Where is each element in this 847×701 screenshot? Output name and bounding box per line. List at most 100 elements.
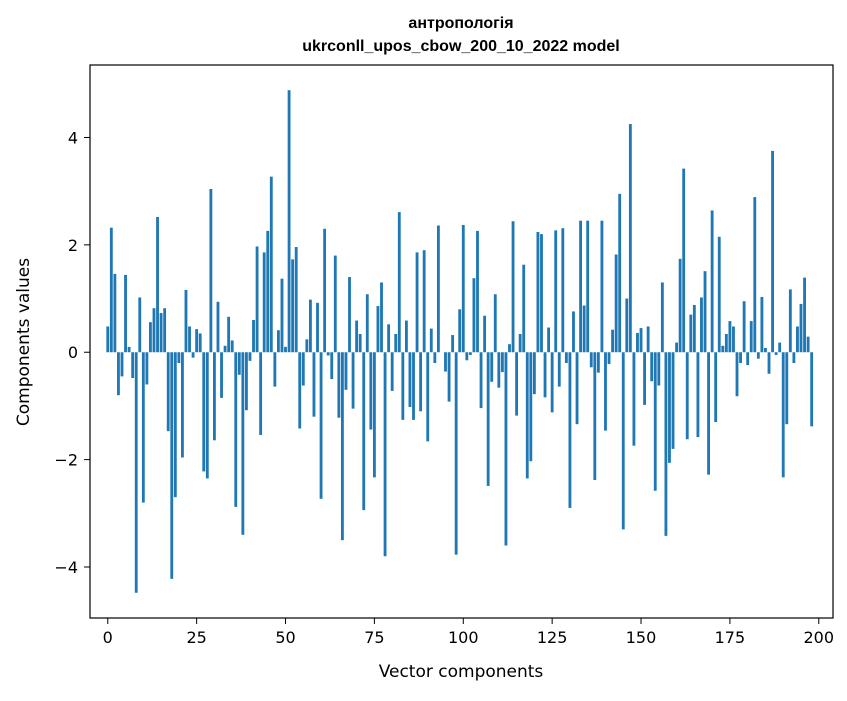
bar xyxy=(668,352,671,463)
bar xyxy=(579,221,582,353)
bar xyxy=(728,321,731,352)
bar xyxy=(149,322,152,352)
x-tick-label: 25 xyxy=(186,628,206,647)
bar xyxy=(256,246,259,352)
bar xyxy=(565,352,568,363)
bar xyxy=(117,352,120,395)
bar xyxy=(199,333,202,352)
bar xyxy=(657,352,660,385)
bar xyxy=(597,352,600,372)
bar xyxy=(622,352,625,529)
bar xyxy=(298,352,301,428)
bar xyxy=(387,324,390,352)
bar xyxy=(224,346,227,352)
bar xyxy=(121,352,124,376)
bar xyxy=(768,352,771,373)
bar xyxy=(213,352,216,440)
bar xyxy=(458,309,461,352)
x-tick-label: 100 xyxy=(448,628,479,647)
bar xyxy=(533,352,536,394)
bar xyxy=(320,352,323,499)
bar xyxy=(593,352,596,480)
bar xyxy=(220,352,223,398)
bar xyxy=(327,352,330,355)
bar xyxy=(686,352,689,439)
bar xyxy=(615,255,618,353)
bar xyxy=(554,230,557,352)
bar xyxy=(231,340,234,352)
bar xyxy=(707,352,710,474)
bar xyxy=(785,352,788,424)
y-tick-label: 2 xyxy=(68,236,78,255)
bar xyxy=(760,297,763,352)
bar xyxy=(348,277,351,352)
bar xyxy=(519,334,522,352)
bar xyxy=(263,252,266,352)
bar xyxy=(369,352,372,429)
bar xyxy=(163,308,166,352)
bar xyxy=(778,343,781,353)
x-tick-label: 200 xyxy=(804,628,835,647)
bar xyxy=(540,234,543,352)
y-tick-label: 4 xyxy=(68,128,78,147)
bar xyxy=(156,217,159,352)
bar xyxy=(128,347,131,352)
bar xyxy=(693,305,696,352)
bar xyxy=(394,334,397,352)
bar xyxy=(341,352,344,540)
bar xyxy=(753,197,756,352)
bar xyxy=(277,330,280,352)
bar xyxy=(188,326,191,352)
bar xyxy=(629,124,632,352)
bar xyxy=(711,211,714,353)
y-tick-label: 0 xyxy=(68,343,78,362)
bar xyxy=(433,352,436,363)
bar xyxy=(323,229,326,352)
bar xyxy=(373,352,376,477)
bar xyxy=(544,352,547,397)
bar xyxy=(718,237,721,352)
bar xyxy=(601,221,604,353)
bar xyxy=(675,343,678,353)
bar xyxy=(209,189,212,352)
bar xyxy=(586,221,589,353)
y-axis-label: Components values xyxy=(14,258,34,426)
bar xyxy=(810,352,813,426)
bar xyxy=(195,329,198,352)
bar xyxy=(661,282,664,352)
bar xyxy=(807,337,810,353)
bar xyxy=(177,352,180,363)
bar xyxy=(145,352,148,384)
bar xyxy=(330,352,333,379)
bar xyxy=(249,352,252,361)
bar xyxy=(401,352,404,420)
bar xyxy=(682,169,685,353)
bar xyxy=(558,352,561,386)
bar xyxy=(345,352,348,390)
bar xyxy=(451,335,454,352)
x-tick-label: 0 xyxy=(103,628,113,647)
bar xyxy=(664,352,667,536)
bar xyxy=(391,352,394,391)
bar xyxy=(611,330,614,353)
bar xyxy=(138,297,141,352)
bar xyxy=(569,352,572,508)
bar xyxy=(736,352,739,396)
bar xyxy=(377,306,380,352)
bar xyxy=(295,247,298,352)
bar xyxy=(633,352,636,445)
bar xyxy=(423,250,426,352)
bar xyxy=(416,252,419,352)
y-tick-label: −4 xyxy=(54,558,78,577)
bar xyxy=(170,352,173,579)
bar xyxy=(782,352,785,477)
x-tick-label: 125 xyxy=(537,628,568,647)
y-tick-label: −2 xyxy=(54,451,78,470)
bar xyxy=(153,308,156,352)
bar xyxy=(281,279,284,353)
bar xyxy=(576,352,579,424)
bar xyxy=(437,226,440,353)
bar xyxy=(537,232,540,352)
bar xyxy=(352,352,355,408)
bar xyxy=(284,347,287,352)
